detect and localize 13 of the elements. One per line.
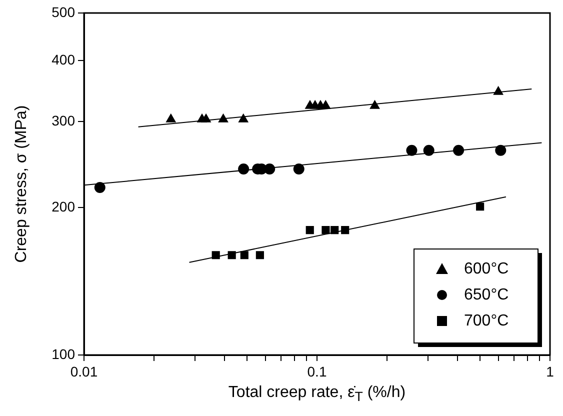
y-tick-label: 400	[52, 51, 76, 68]
y-tick-label: 200	[52, 198, 76, 215]
legend-label: 700°C	[464, 312, 509, 330]
y-tick-label: 100	[52, 346, 76, 362]
x-tick-label: 1	[546, 363, 554, 380]
legend-label: 600°C	[464, 260, 509, 278]
legend-label: 650°C	[464, 286, 509, 304]
x-tick-label: 0.1	[307, 363, 327, 380]
y-tick-label: 300	[52, 112, 76, 128]
x-tick-label: 0.01	[70, 363, 98, 380]
y-axis-title: Creep stress, σ (MPa)	[13, 105, 31, 263]
x-axis-title: Total creep rate, ε̇$_{T}$ (%/h)	[227, 384, 407, 404]
y-tick-label: 500	[52, 4, 76, 20]
